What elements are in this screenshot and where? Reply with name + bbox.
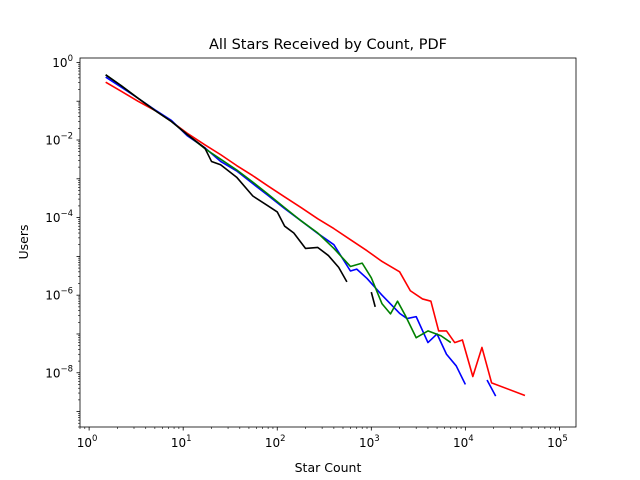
series-line-2 [486, 379, 497, 397]
x-tick-label: 100 [77, 434, 98, 450]
x-tick-label: 104 [453, 434, 474, 450]
plot-frame [79, 57, 577, 428]
ticks-layer: 100 101 102 103 104 105 10−8 10−6 10−4 10−2 100 [45, 54, 568, 450]
x-tick-label: 103 [359, 434, 380, 450]
y-tick-label: 10−2 [45, 132, 73, 148]
x-tick-label: 101 [171, 434, 192, 450]
x-tick-label: 102 [265, 434, 286, 450]
chart-title: All Stars Received by Count, PDF [209, 37, 447, 53]
y-tick-label: 10−6 [45, 287, 73, 303]
series-line-4 [105, 74, 348, 283]
x-axis-label: Star Count [295, 460, 362, 475]
y-tick-label: 10−4 [45, 209, 73, 225]
y-tick-label: 10−8 [45, 364, 73, 380]
y-axis-label: Users [16, 224, 31, 259]
series-line-5 [370, 291, 376, 308]
y-tick-label: 100 [52, 54, 73, 70]
series-layer [105, 74, 526, 397]
x-tick-label: 105 [547, 434, 568, 450]
